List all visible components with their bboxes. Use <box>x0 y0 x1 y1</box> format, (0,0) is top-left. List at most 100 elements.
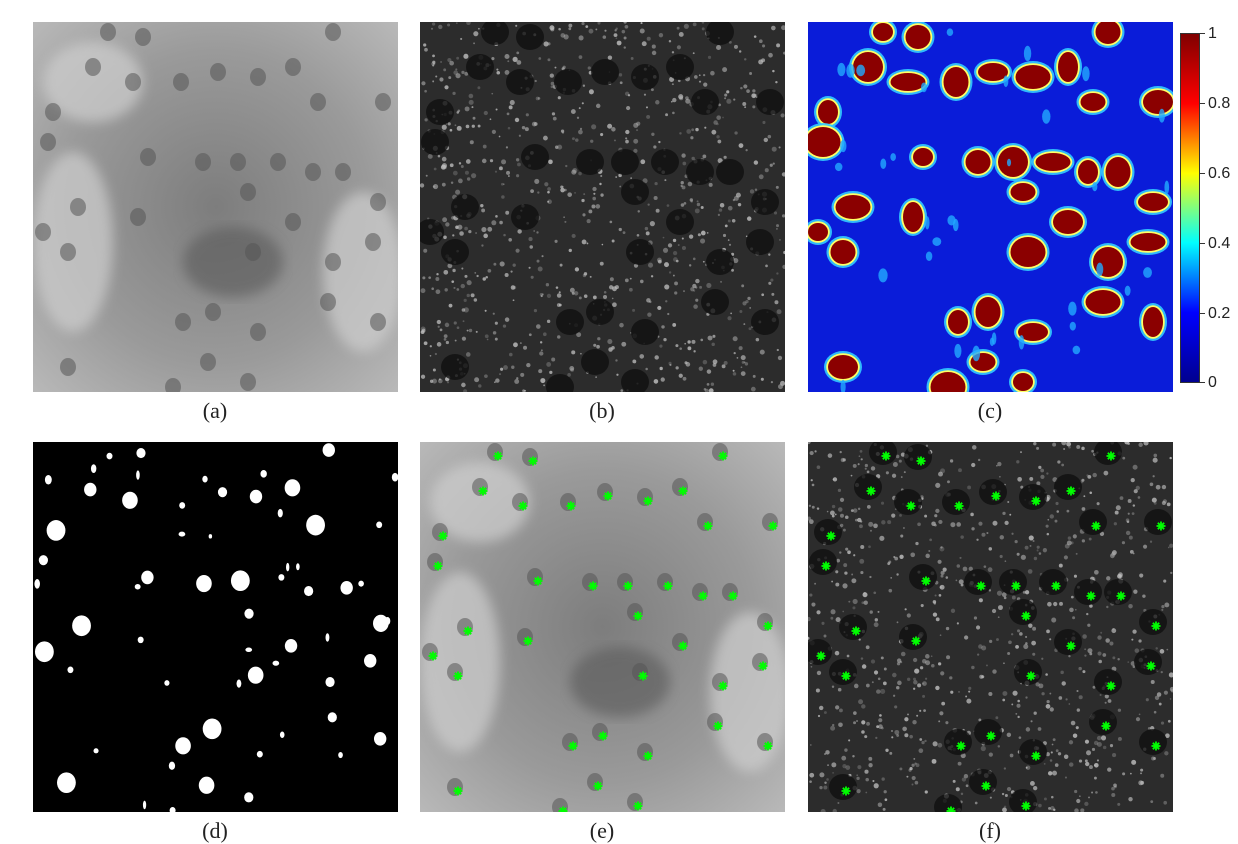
speckle <box>1047 771 1053 776</box>
cell-dot <box>250 323 266 341</box>
speckle <box>896 621 899 624</box>
detection-marker-icon <box>493 451 503 461</box>
speckle <box>1142 594 1146 598</box>
speckle <box>826 510 829 513</box>
speckle <box>835 582 840 587</box>
speckle <box>546 361 552 367</box>
speckle <box>1125 530 1131 536</box>
speckle <box>823 785 828 790</box>
speckle <box>809 593 813 597</box>
speckle <box>563 34 569 40</box>
speckle <box>1128 603 1133 609</box>
speckle <box>608 285 614 290</box>
speckle <box>685 98 691 104</box>
speckle <box>895 454 900 459</box>
speckle <box>996 464 998 467</box>
detection-marker-icon <box>438 531 448 541</box>
speckle <box>1020 554 1026 560</box>
speckle <box>707 55 712 59</box>
speckle <box>932 612 938 617</box>
speckle <box>478 384 482 388</box>
speckle <box>992 520 998 526</box>
speckle <box>571 350 576 355</box>
detection-marker-icon <box>523 636 533 646</box>
speckle <box>843 528 846 532</box>
speckle <box>724 97 727 100</box>
speckle <box>1025 727 1031 732</box>
speckle <box>579 127 583 130</box>
speckle <box>1151 756 1156 761</box>
speckle <box>578 129 583 135</box>
speckle <box>1052 770 1058 776</box>
speckle <box>835 705 840 710</box>
speckle <box>877 677 881 681</box>
speckle <box>486 338 489 341</box>
speckle <box>1114 510 1119 515</box>
speckle <box>1121 541 1126 545</box>
speckle <box>1139 573 1144 578</box>
speckle <box>1007 501 1010 504</box>
speckle <box>1074 808 1079 812</box>
speckle <box>463 298 467 302</box>
speckle <box>1150 800 1154 804</box>
speckle <box>1105 638 1110 643</box>
speckle <box>570 109 576 114</box>
speckle <box>464 226 468 231</box>
detection-marker-icon <box>1116 591 1126 601</box>
speckle <box>684 361 688 365</box>
speckle <box>753 160 759 165</box>
dark-cell <box>591 59 619 85</box>
dark-cell <box>651 149 679 175</box>
speckle <box>695 127 699 132</box>
speckle <box>665 113 669 117</box>
speckle <box>737 202 742 207</box>
speckle <box>888 588 893 593</box>
heat-blob-core <box>975 297 1001 327</box>
mask-blob <box>306 514 325 536</box>
speckle <box>740 355 746 361</box>
speckle <box>885 748 889 752</box>
speckle <box>716 115 721 120</box>
speckle <box>537 266 543 272</box>
speckle <box>478 27 480 30</box>
speckle <box>775 227 778 230</box>
speckle <box>1066 540 1072 546</box>
speckle <box>1160 773 1165 778</box>
speckle <box>438 378 443 384</box>
speckle <box>654 355 659 360</box>
speckle <box>626 105 631 111</box>
speckle <box>461 267 464 270</box>
speckle <box>653 379 659 384</box>
speckle <box>443 235 447 240</box>
detection-marker-icon <box>518 501 528 511</box>
speckle <box>1087 623 1091 627</box>
speckle <box>913 757 916 760</box>
speckle <box>1092 472 1097 478</box>
speckle <box>1086 474 1089 477</box>
speckle <box>1002 698 1006 702</box>
speckle <box>588 28 594 34</box>
speckle <box>832 808 837 812</box>
speckle <box>1140 780 1145 785</box>
speckle <box>1016 460 1020 464</box>
speckle <box>484 374 488 379</box>
speckle <box>882 807 886 811</box>
speckle <box>1113 522 1117 526</box>
mask-blob <box>284 479 301 497</box>
speckle <box>1063 555 1068 560</box>
heat-speck <box>840 139 847 153</box>
heat-speck <box>1092 182 1098 192</box>
heat-blob-core <box>1138 193 1168 211</box>
speckle <box>1033 442 1037 446</box>
speckle <box>992 669 997 674</box>
speckle <box>559 263 563 267</box>
speckle <box>607 55 613 60</box>
speckle <box>696 200 699 203</box>
speckle <box>816 670 822 676</box>
speckle <box>834 513 837 516</box>
speckle <box>611 346 615 350</box>
dark-cell <box>829 774 857 800</box>
speckle <box>859 558 865 564</box>
speckle <box>491 56 495 61</box>
speckle <box>979 674 984 679</box>
